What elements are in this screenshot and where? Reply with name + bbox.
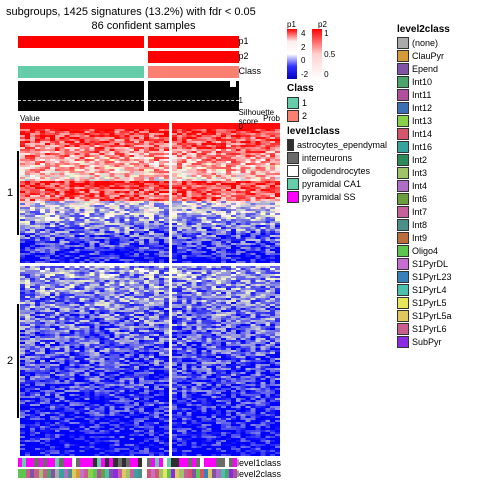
heatmap: 12 (6, 123, 281, 456)
bottom-annotation-tracks (18, 456, 237, 478)
level2-legend-item: Int14 (397, 128, 487, 140)
silh-axis-0: 0 (239, 122, 243, 131)
level2-legend-item: Int7 (397, 206, 487, 218)
level1-legend-title: level1class (287, 126, 387, 138)
anno-p1 (18, 36, 239, 48)
level2-legend-item: Int16 (397, 141, 487, 153)
level2-legend-item: Int12 (397, 102, 487, 114)
level2-legend-item: S1PyrL5 (397, 297, 487, 309)
annotation-labels: p1p2Class (239, 36, 281, 81)
level2-legend-item: Int13 (397, 115, 487, 127)
prob-colorbar (312, 29, 322, 79)
level1-legend-item: astrocytes_ependymal (287, 139, 387, 151)
bottom-l2 (18, 469, 237, 478)
level1-legend-item: pyramidal SS (287, 191, 387, 203)
level2class-label: level2class (237, 469, 281, 478)
silh-label: Silhouette score (239, 108, 275, 126)
row-cluster-2: 2 (7, 266, 19, 456)
level2-legend-item: S1PyrDL (397, 258, 487, 270)
legend-column: p1p2 420-2 10.50 Class 12 level1class as… (281, 20, 387, 478)
level2-legend-item: Oligo4 (397, 245, 487, 257)
row-cluster-1: 1 (7, 123, 19, 263)
class-legend-title: Class (287, 83, 387, 95)
level2-legend-item: Int9 (397, 232, 487, 244)
level2-legend-item: S1PyrL4 (397, 284, 487, 296)
anno-label-p2: p2 (239, 51, 281, 66)
level2-legend-item: Int4 (397, 180, 487, 192)
value-axis-label: Value (20, 114, 40, 123)
silhouette-track (18, 81, 239, 111)
level1-legend-item: interneurons (287, 152, 387, 164)
level2-legend-item: SubPyr (397, 336, 487, 348)
level2-legend-item: ClauPyr (397, 50, 487, 62)
main-column: 86 confident samples p1p2Class 1 Silhoue… (6, 20, 281, 478)
level2-legend-item: S1PyrL5a (397, 310, 487, 322)
level2-legend-item: Int3 (397, 167, 487, 179)
level2-legend-item: (none) (397, 37, 487, 49)
class-legend-item: 2 (287, 110, 387, 122)
level1-legend-item: oligodendrocytes (287, 165, 387, 177)
level2-legend-item: Epend (397, 63, 487, 75)
anno-p2 (18, 51, 239, 63)
bottom-l1 (18, 458, 237, 467)
level1-legend-item: pyramidal CA1 (287, 178, 387, 190)
class-legend-item: 1 (287, 97, 387, 109)
level2-legend-column: level2class (none)ClauPyrEpendInt10Int11… (387, 20, 487, 478)
level2-legend-item: Int2 (397, 154, 487, 166)
level2-legend-item: S1PyrL23 (397, 271, 487, 283)
anno-label-p1: p1 (239, 36, 281, 51)
title: subgroups, 1425 signatures (13.2%) with … (6, 6, 498, 18)
level2-legend-item: Int8 (397, 219, 487, 231)
silh-axis-1: 1 (239, 96, 243, 105)
anno-class (18, 66, 239, 78)
level2-legend-title: level2class (397, 24, 487, 35)
level2-legend-item: Int10 (397, 76, 487, 88)
annotation-tracks (18, 36, 239, 81)
level1class-label: level1class (237, 458, 281, 467)
level2-legend-item: Int6 (397, 193, 487, 205)
anno-label-class: Class (239, 66, 281, 81)
value-colorbar (287, 29, 297, 79)
row-cluster-ticks: 12 (6, 123, 20, 456)
subtitle: 86 confident samples (6, 20, 281, 32)
level2-legend-item: Int11 (397, 89, 487, 101)
level2-legend-item: S1PyrL6 (397, 323, 487, 335)
